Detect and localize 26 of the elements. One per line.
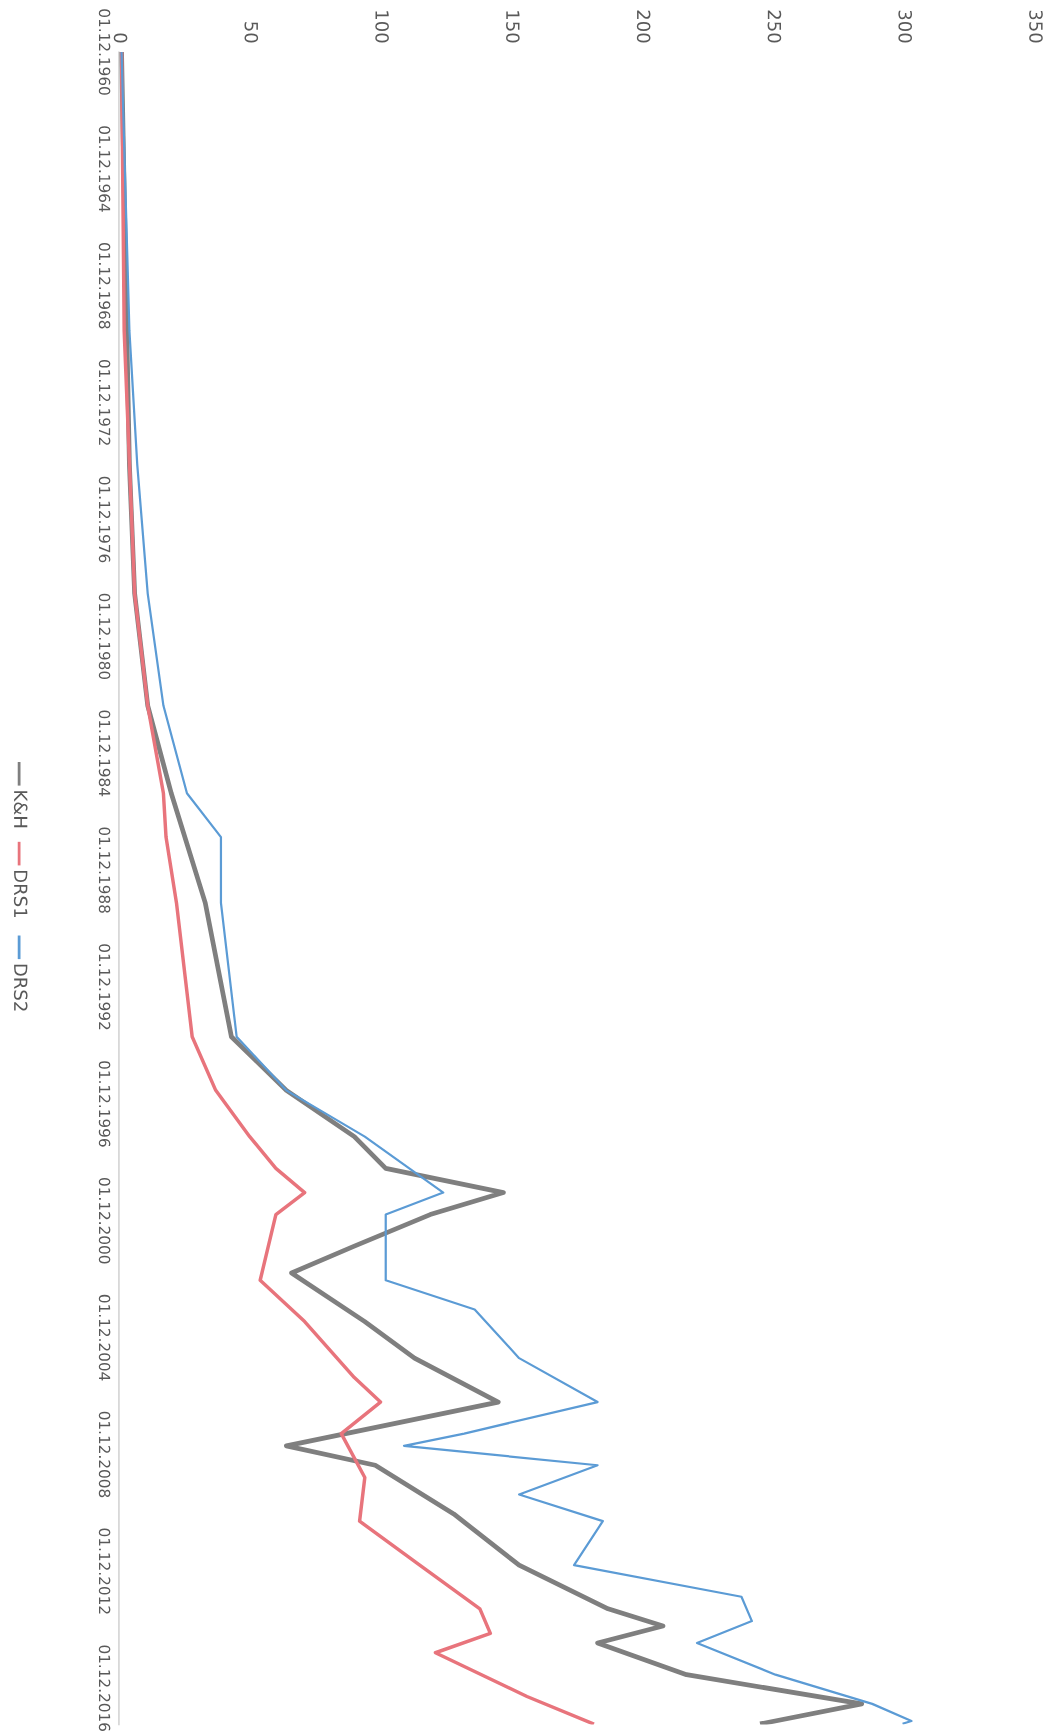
y-tick-label: 01.12.1972 xyxy=(98,359,111,445)
y-tick-label: 01.12.2004 xyxy=(98,1294,111,1381)
x-tick-label: 250 xyxy=(767,10,782,43)
legend-label: DRS2 xyxy=(13,964,28,1011)
y-tick-label: 01.12.1964 xyxy=(98,126,111,212)
x-tick-label: 350 xyxy=(1029,10,1043,43)
y-tick-label: 01.12.1988 xyxy=(98,827,111,913)
y-tick-label: 01.12.1976 xyxy=(98,476,111,563)
y-tick-label: 01.12.1960 xyxy=(98,9,111,95)
x-tick-label: 50 xyxy=(244,22,259,43)
y-tick-label: 01.12.2016 xyxy=(98,1645,111,1731)
x-tick-label: 0 xyxy=(113,33,128,43)
y-tick-label: 01.12.1968 xyxy=(98,243,111,329)
x-tick-label: 100 xyxy=(375,11,389,43)
x-tick-label: 300 xyxy=(898,10,913,43)
legend-label: K&H xyxy=(13,791,28,828)
y-tick-label: 01.12.2008 xyxy=(98,1411,111,1498)
legend-label: DRS1 xyxy=(13,871,28,917)
x-tick-label: 150 xyxy=(506,11,520,43)
y-tick-label: 01.12.2012 xyxy=(98,1528,111,1614)
y-tick-label: 01.12.1996 xyxy=(98,1061,111,1147)
y-tick-label: 01.12.1992 xyxy=(98,944,111,1030)
y-tick-label: 01.12.1984 xyxy=(98,710,111,797)
x-tick-label: 200 xyxy=(636,10,651,43)
y-tick-label: 01.12.1980 xyxy=(98,593,111,680)
y-tick-label: 01.12.2000 xyxy=(98,1177,111,1264)
